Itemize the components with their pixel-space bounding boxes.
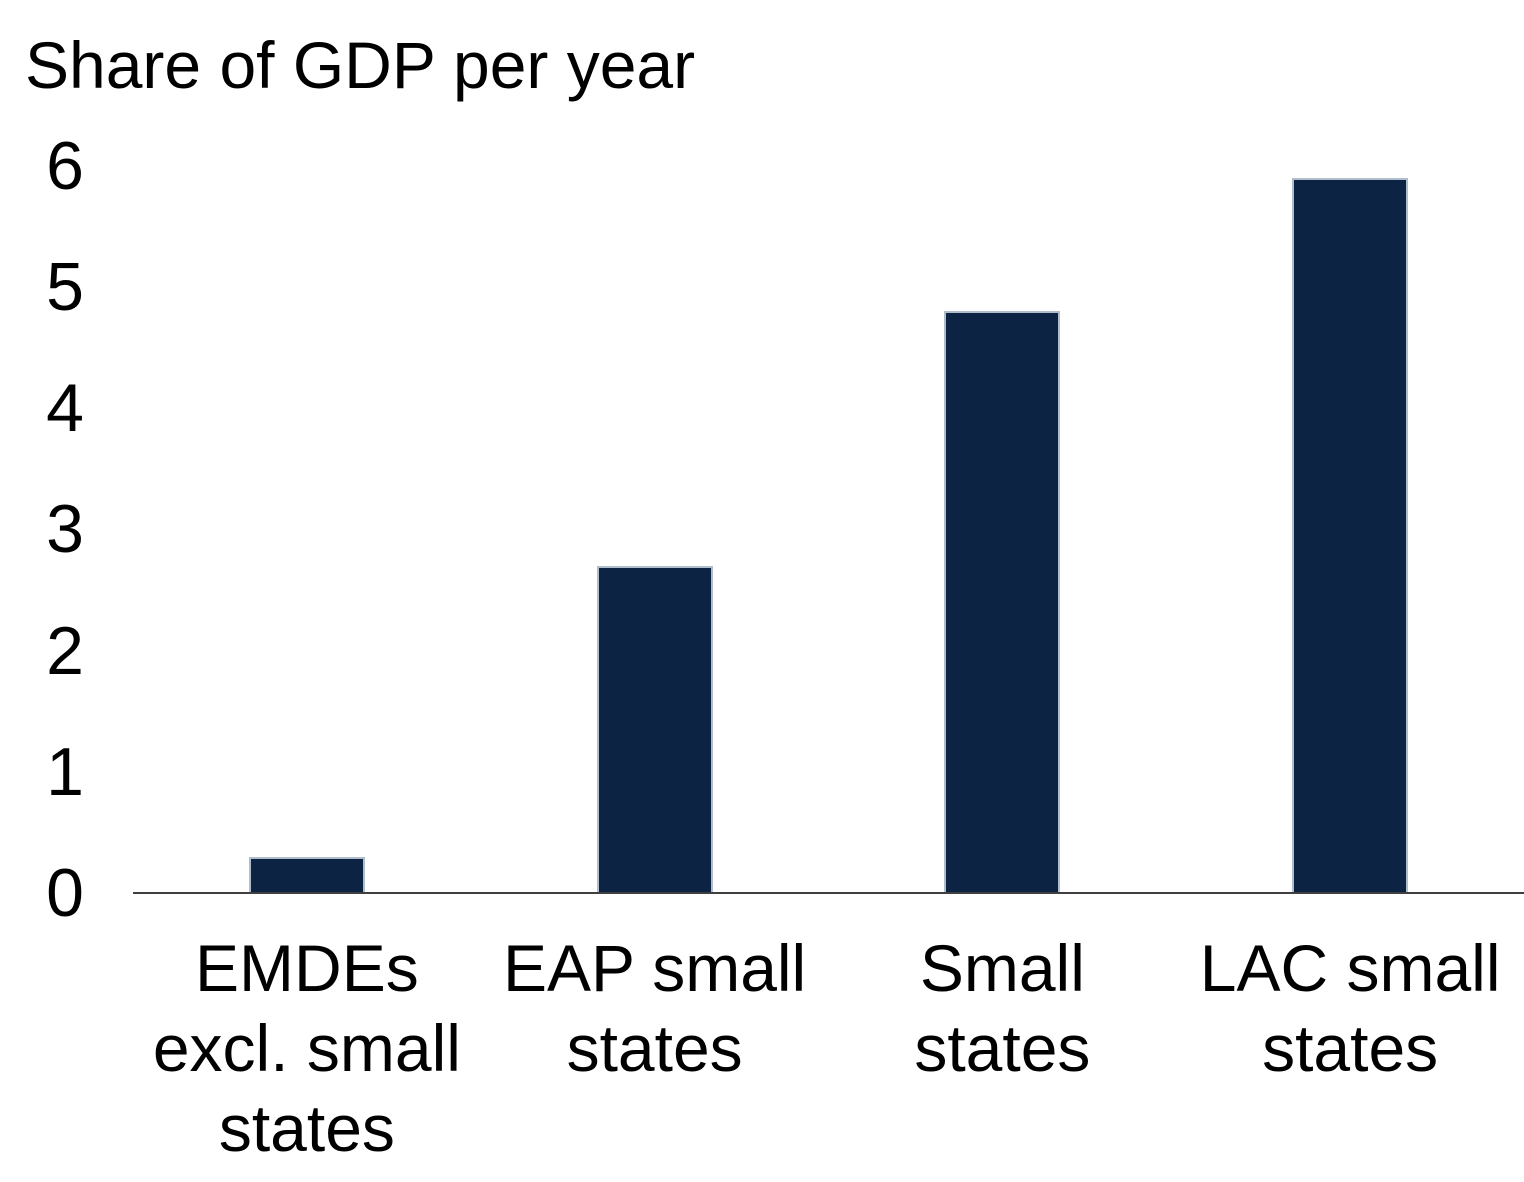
y-tick-label: 4 — [46, 370, 84, 447]
x-category-label: LAC small states — [1199, 931, 1501, 1085]
y-tick-label: 5 — [46, 249, 84, 326]
x-category-label: Small states — [914, 931, 1091, 1085]
y-tick-label: 2 — [46, 612, 84, 689]
y-tick-label: 0 — [46, 855, 84, 931]
x-category-label: EAP small states — [503, 931, 807, 1085]
y-tick-label: 1 — [46, 733, 84, 810]
chart-title: Share of GDP per year — [25, 28, 696, 102]
x-category-label: EMDEs excl. small states — [152, 931, 461, 1165]
x-axis-line — [133, 892, 1524, 894]
bar-2 — [596, 565, 713, 893]
bar-4 — [1292, 178, 1409, 893]
bar-3 — [944, 311, 1061, 893]
bar-1 — [248, 856, 365, 893]
y-tick-label: 3 — [46, 491, 84, 568]
y-tick-label: 6 — [46, 127, 84, 204]
